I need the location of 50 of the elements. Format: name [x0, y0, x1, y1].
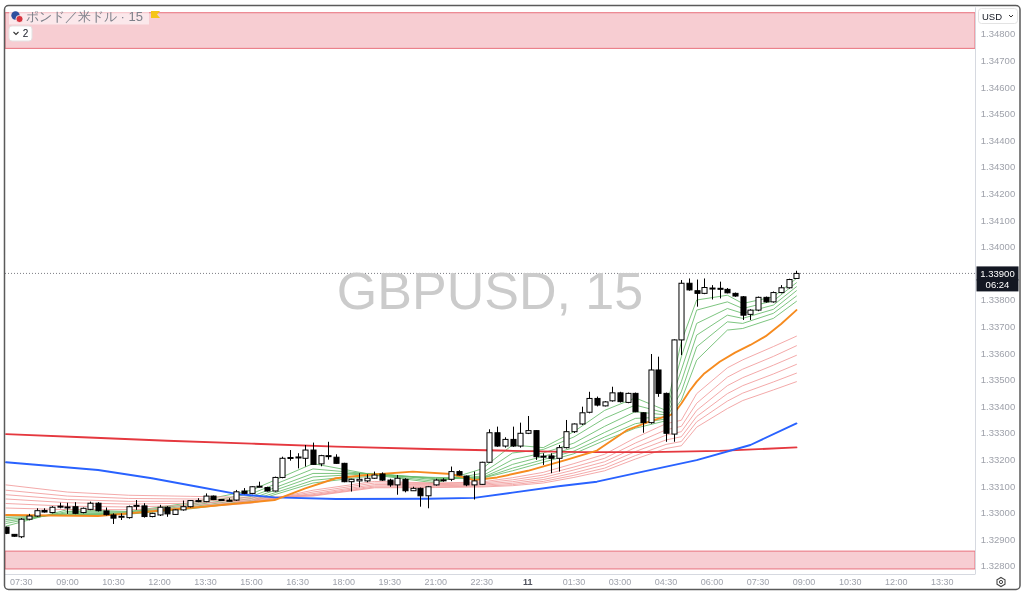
- y-tick-label: 1.32800: [980, 560, 1016, 572]
- y-tick-label: 1.34800: [980, 28, 1016, 40]
- countdown: 06:24: [976, 279, 1019, 292]
- y-tick-label: 1.34400: [980, 134, 1016, 146]
- y-tick-label: 1.33100: [980, 480, 1016, 492]
- y-axis-title: USD: [982, 10, 1003, 22]
- y-tick-label: 1.34700: [980, 54, 1016, 66]
- x-tick-label: 15:00: [240, 577, 263, 587]
- y-tick-label: 1.34500: [980, 108, 1016, 120]
- x-tick-label: 10:30: [102, 577, 125, 587]
- x-tick-label: 16:30: [286, 577, 309, 587]
- y-tick-label: 1.32900: [980, 533, 1016, 545]
- annotation: 2: [22, 28, 29, 40]
- x-tick-label: 13:30: [931, 577, 954, 587]
- ylabel: USD: [978, 8, 1018, 24]
- y-tick-label: 1.34100: [980, 214, 1016, 226]
- x-tick-label: 10:30: [838, 577, 862, 587]
- x-tick-label: 18:00: [332, 577, 355, 587]
- x-tick-label: 12:00: [148, 577, 171, 587]
- y-tick-label: 1.34200: [980, 187, 1016, 199]
- x-tick-label: 11: [523, 577, 533, 587]
- watermark: GBPUSD, 15: [336, 261, 644, 320]
- x-tick-label: 22:30: [470, 577, 494, 587]
- badge: 2: [8, 25, 33, 42]
- y-tick-label: 1.33500: [980, 374, 1016, 386]
- y-tick-label: 1.33600: [980, 347, 1016, 359]
- x-tick-label: 09:00: [792, 577, 816, 587]
- x-tick-label: 13:30: [194, 577, 217, 587]
- x-tick-label: 12:00: [884, 577, 908, 587]
- x-tick-label: 09:00: [56, 577, 79, 587]
- y-tick-label: 1.33000: [980, 507, 1016, 519]
- x-tick-label: 19:30: [378, 577, 401, 587]
- x-tick-label: 07:30: [10, 577, 33, 587]
- x-tick-label: 21:00: [424, 577, 448, 587]
- y-tick-label: 1.34300: [980, 161, 1016, 173]
- y-tick-label: 1.33800: [980, 294, 1016, 306]
- x-tick-label: 03:00: [608, 577, 632, 587]
- title: ポンド／米ドル · 15: [9, 9, 149, 25]
- y-tick-label: 1.33300: [980, 427, 1016, 439]
- y-tick-label: 1.33200: [980, 453, 1016, 465]
- y-tick-label: 1.33400: [980, 400, 1016, 412]
- ref-line-label: 1.33900: [980, 267, 1015, 279]
- chart-title: ポンド／米ドル · 15: [26, 9, 144, 24]
- x-tick-label: 04:30: [654, 577, 678, 587]
- x-tick-label: 07:30: [746, 577, 770, 587]
- x-tick-label: 06:00: [700, 577, 724, 587]
- y-tick-label: 1.34600: [980, 81, 1016, 93]
- y-tick-label: 1.33700: [980, 320, 1016, 332]
- y-tick-label: 1.34000: [980, 241, 1016, 253]
- x-tick-label: 01:30: [562, 577, 586, 587]
